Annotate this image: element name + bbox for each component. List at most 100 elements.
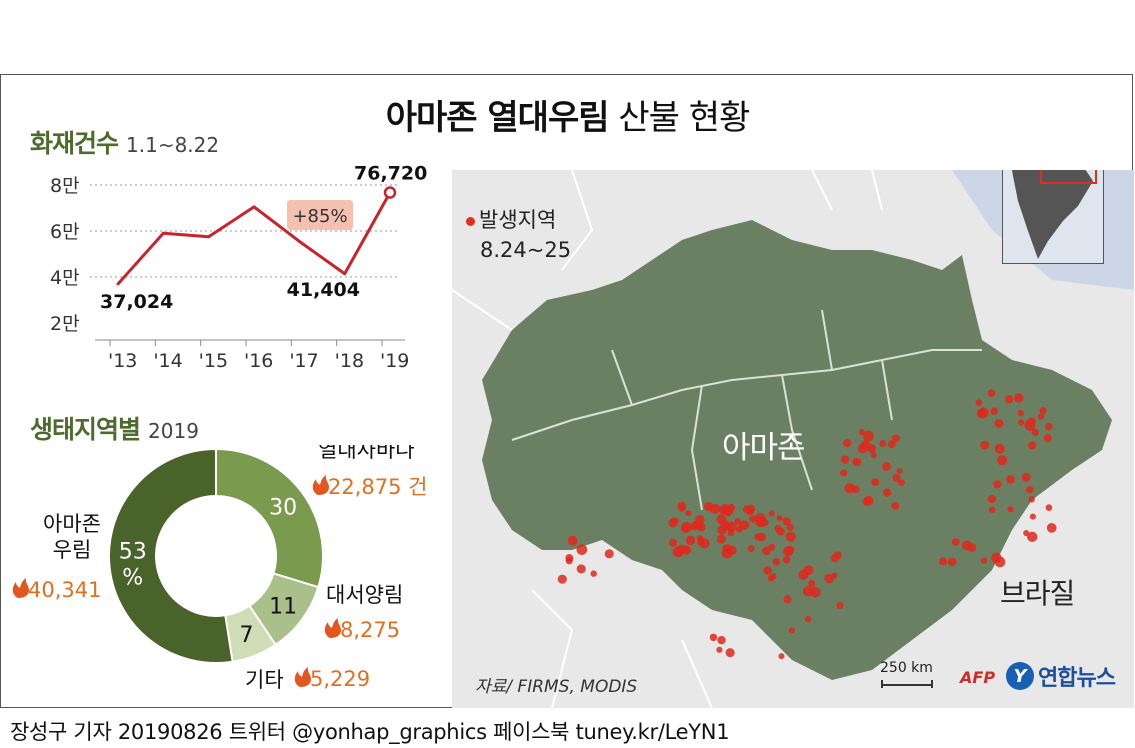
fire-dot [685,510,692,517]
data-point [161,231,165,235]
yonhap-logo: Y 연합뉴스 [1006,660,1116,692]
fire-dot [898,479,905,487]
fire-dot [783,595,792,604]
y-tick-label: 6만 [50,221,80,243]
slice-value-label: 11 [269,595,297,620]
fire-dot [1031,428,1039,437]
flame-icon [12,578,29,598]
fire-dot [996,455,1008,466]
fire-dot [742,505,751,514]
fire-dot [862,497,872,506]
data-point [252,205,256,209]
slice-name-label: 대서양림 [326,583,403,607]
fire-dot [734,518,742,525]
fire-dot [870,452,877,459]
fire-dot [726,504,735,513]
fire-dot [951,538,960,547]
fire-dot [565,557,573,565]
fire-dot [772,557,781,566]
slice-name-label: 우림 [53,538,92,562]
fire-count-line-chart: 2만 4만 6만 8만 '13 '14 '15 '16 '17 '18 '19 +85% 37,024 4… [50,163,427,372]
fire-dot [947,557,957,567]
donut-slice-amazon [108,447,234,664]
fire-dot [754,533,762,541]
fire-dot [557,574,567,584]
fire-dot [987,389,996,397]
fire-dot [749,515,757,523]
fire-dot [887,440,896,449]
fire-dot [994,443,1005,454]
fire-dot [831,572,838,579]
data-point [207,235,211,239]
fire-dot [763,566,772,575]
title-bold: 아마존 열대우림 [385,98,610,138]
fire-dot [802,586,814,597]
fire-dot [778,653,785,660]
fire-dot [681,545,692,555]
fire-dot [590,570,597,577]
x-tick-label: '16 [244,350,273,372]
fire-dot [755,516,766,528]
credit-footer: 장성구 기자 20190826 트위터 @yonhap_graphics 페이스… [10,720,730,744]
fire-dot [1007,506,1014,513]
fire-dot [668,518,678,528]
river-network [511,309,982,511]
fire-dot [879,439,887,447]
fire-dot [770,572,777,580]
fire-dot [858,429,865,436]
fire-count-heading: 화재건수 1.1~8.22 [30,124,219,160]
flame-icon [294,667,311,687]
label-other: 기타 5,229 [245,667,370,692]
fire-dot [747,544,755,553]
legend-dot-icon [466,216,475,226]
fire-dot [1045,504,1053,512]
fire-dot [892,434,901,443]
flame-icon [312,475,329,495]
yonhap-wordmark: 연합뉴스 [1038,666,1116,691]
fire-map [452,170,1134,708]
fire-dot [866,443,877,453]
data-point [297,239,301,243]
fire-dot [762,546,771,556]
slice-count-label: 8,275 [340,618,400,642]
title-light: 산불 현황 [618,98,750,138]
fire-dot [776,515,783,522]
fire-dot [1006,475,1015,484]
y-tick-label: 8만 [50,175,80,197]
fire-dot [882,462,891,471]
fire-dot [668,538,678,547]
fire-dot [978,407,989,418]
fire-dot [1043,434,1052,443]
fire-dot [1028,496,1035,503]
fire-dot [1014,393,1024,403]
x-tick-label: '19 [380,350,409,372]
fire-dot [776,527,785,536]
x-tick-label: '18 [335,350,364,372]
fire-dot [681,524,690,533]
donut-slice-savanna [215,447,324,589]
fire-dot [892,473,901,482]
fire-dot [993,480,1002,489]
fire-dot [1018,419,1025,426]
growth-label: +85% [292,206,347,227]
fire-dot [836,601,844,609]
slice-count-label: 22,875 건 [328,475,427,499]
data-point [116,282,120,286]
inset-map [1002,170,1104,264]
brazil-label: 브라질 [1000,577,1075,610]
map-legend: 발생지역 8.24~25 [466,204,571,262]
fire-dot [699,538,710,549]
fire-dot [980,557,988,564]
label-atlantic: 대서양림 8,275 [324,583,403,642]
ecoregion-title: 생태지역별 [30,415,141,444]
legend-label: 발생지역 [479,208,557,232]
fire-dot [1028,441,1037,450]
legend-dates: 8.24~25 [480,238,572,262]
fire-dot [842,438,852,448]
slice-value-label: 53% [119,539,147,590]
ecoregion-year: 2019 [148,419,199,443]
fire-dot [786,545,795,555]
fire-dot [1021,472,1031,482]
fire-dot [1039,407,1047,415]
fire-count-period: 1.1~8.22 [126,133,220,157]
